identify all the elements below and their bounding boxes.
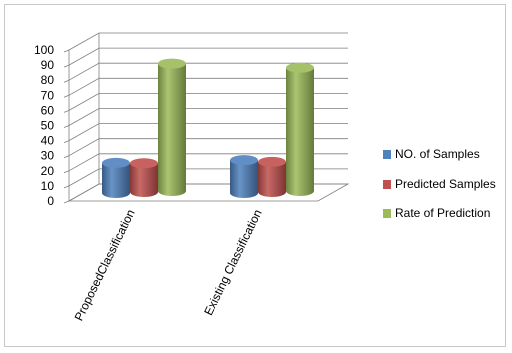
y-tick-label: 20 [41,164,55,178]
y-tick-label: 40 [41,134,55,148]
y-tick-mark [63,200,70,204]
y-tick-mark [63,125,70,128]
legend-swatch-red [383,179,391,189]
category-label: ProposedClassification [72,207,138,323]
y-tick-label: 10 [41,179,55,193]
y-tick-mark [63,110,70,113]
y-tick-mark [63,49,70,53]
y-tick-mark [63,185,70,189]
y-tick-label: 80 [41,73,55,87]
category-label: Existing Classification [201,207,264,317]
legend-swatch-blue [383,149,391,159]
y-tick-mark [63,155,70,159]
y-tick-mark [63,79,70,83]
legend-swatch-green [383,208,391,218]
y-tick-label: 60 [41,103,55,117]
bar-top-0-2 [158,58,186,69]
y-tick-mark [63,94,70,98]
bar-top-1-2 [286,62,314,73]
bar-1-0 [230,160,258,198]
gridline [68,32,348,51]
bar-0-0 [102,162,130,198]
y-tick-label: 0 [47,194,54,208]
legend-item-predicted: Predicted Samples [383,177,496,191]
bar-0-2 [158,63,186,197]
bar-1-2 [286,67,314,196]
legend-label: NO. of Samples [395,147,480,161]
bar-top-0-1 [130,158,158,169]
legend-label: Rate of Prediction [395,206,491,220]
y-tick-label: 50 [41,119,55,133]
y-tick-label: 30 [41,149,55,163]
y-tick-mark [63,64,70,68]
chart-floor [67,183,350,202]
legend-item-rate: Rate of Prediction [383,206,490,220]
y-tick-mark [63,170,70,174]
bar-top-1-0 [230,155,258,166]
legend-item-samples: NO. of Samples [383,147,480,161]
bar-0-1 [130,163,158,197]
gridline [68,47,348,66]
y-tick-mark [63,140,70,143]
y-tick-label: 90 [41,58,55,72]
y-tick-label: 100 [34,43,54,57]
bar-1-1 [258,161,286,197]
y-tick-label: 70 [41,88,55,102]
bar-top-0-0 [102,157,130,168]
bar-top-1-1 [258,156,286,167]
legend-label: Predicted Samples [395,177,496,191]
